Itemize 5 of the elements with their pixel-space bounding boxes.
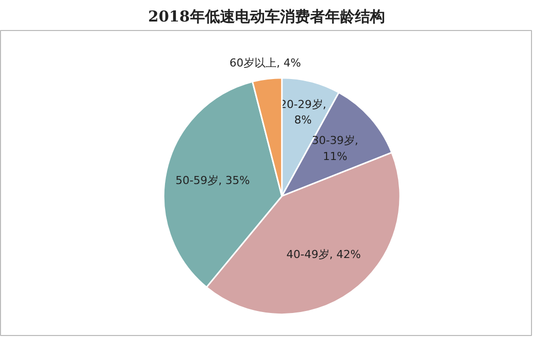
chart-title: 2018年低速电动车消费者年龄结构 — [148, 8, 385, 26]
slice-label: 40-49岁, 42% — [286, 248, 361, 261]
slice-label: 30-39岁, 11% — [312, 134, 358, 163]
slice-label: 50-59岁, 35% — [175, 174, 250, 187]
slice-label: 60岁以上, 4% — [230, 56, 302, 70]
